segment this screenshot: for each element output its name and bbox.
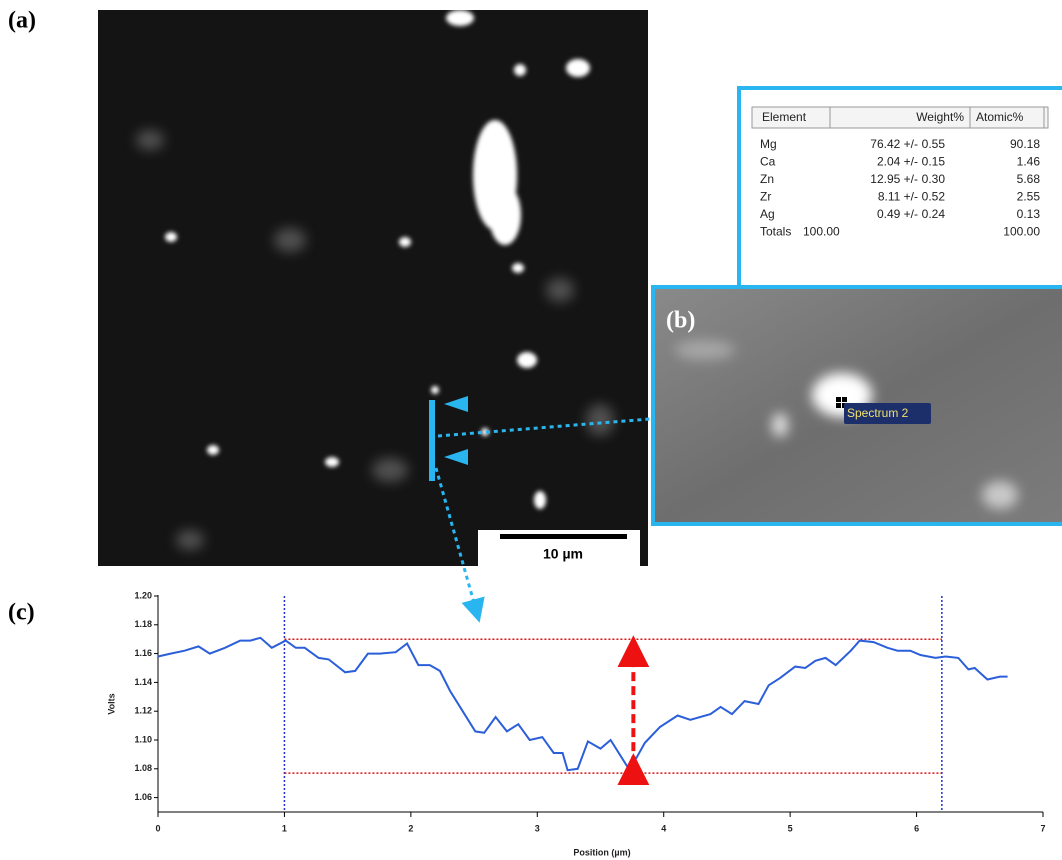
table-cell: Ca bbox=[760, 155, 776, 169]
table-cell: 0.30 bbox=[922, 172, 946, 186]
x-tick-label: 0 bbox=[155, 823, 160, 833]
table-cell: 0.55 bbox=[922, 137, 946, 151]
panel-label: (a) bbox=[8, 8, 36, 34]
table-cell: 76.42 +/- bbox=[870, 137, 918, 151]
y-tick-label: 1.14 bbox=[134, 677, 152, 687]
data-line bbox=[157, 636, 1008, 773]
table-cell: 0.13 bbox=[1017, 207, 1041, 221]
x-tick-label: 3 bbox=[535, 823, 540, 833]
y-tick-label: 1.08 bbox=[134, 763, 152, 773]
x-tick-label: 6 bbox=[914, 823, 919, 833]
table-cell: 0.49 +/- bbox=[877, 207, 918, 221]
x-tick-label: 5 bbox=[788, 823, 793, 833]
table-cell: 0.15 bbox=[922, 155, 946, 169]
table-cell: 0.52 bbox=[922, 190, 946, 204]
eds-table: Element Weight% Atomic% Mg 76.42 +/- 0.55 9… bbox=[737, 86, 1062, 290]
spectrum-label: Spectrum 2 bbox=[847, 406, 909, 420]
panel-label: (b) bbox=[666, 308, 695, 334]
table-header: Weight% bbox=[916, 110, 964, 124]
table-cell: 100.00 bbox=[1003, 225, 1040, 239]
triangle-marker bbox=[444, 449, 468, 465]
table-cell: 0.24 bbox=[922, 207, 946, 221]
x-tick-label: 7 bbox=[1040, 823, 1045, 833]
sem-zoom-image: Spectrum 2 bbox=[651, 285, 1062, 526]
y-tick-label: 1.12 bbox=[134, 706, 152, 716]
x-tick-label: 1 bbox=[282, 823, 287, 833]
line-scan-marker bbox=[429, 400, 435, 481]
pointer-arrow bbox=[434, 467, 485, 623]
y-tick-label: 1.20 bbox=[134, 590, 152, 600]
table-cell: 8.11 +/- bbox=[878, 190, 918, 204]
table-cell: 2.55 bbox=[1017, 190, 1041, 204]
table-cell: 12.95 +/- bbox=[870, 172, 918, 186]
y-tick-label: 1.16 bbox=[134, 648, 152, 658]
table-cell: 1.46 bbox=[1017, 155, 1041, 169]
table-cell: 90.18 bbox=[1010, 137, 1040, 151]
y-axis-label: Volts bbox=[106, 693, 116, 714]
triangle-marker bbox=[444, 396, 468, 412]
table-cell: Zr bbox=[760, 190, 771, 204]
y-tick-label: 1.06 bbox=[134, 792, 152, 802]
sem-image: 10 µm bbox=[98, 10, 648, 566]
x-axis-label: Position (µm) bbox=[573, 847, 630, 857]
y-tick-label: 1.10 bbox=[134, 734, 152, 744]
table-cell: Zn bbox=[760, 172, 774, 186]
table-cell: 5.68 bbox=[1017, 172, 1041, 186]
table-header: Atomic% bbox=[976, 110, 1024, 124]
y-tick-label: 1.18 bbox=[134, 619, 152, 629]
x-tick-label: 4 bbox=[661, 823, 666, 833]
x-tick-label: 2 bbox=[408, 823, 413, 833]
table-cell: 2.04 +/- bbox=[877, 155, 918, 169]
table-cell: Ag bbox=[760, 207, 775, 221]
table-header: Element bbox=[762, 110, 807, 124]
table-cell: Totals bbox=[760, 225, 791, 239]
panel-label: (c) bbox=[8, 600, 35, 626]
table-cell: Mg bbox=[760, 137, 777, 151]
table-cell: 100.00 bbox=[803, 225, 840, 239]
line-chart: Position (µm) Volts 1.06 1.08 1.10 1.12 1.14… bbox=[106, 590, 1045, 857]
scale-bar-label: 10 µm bbox=[543, 546, 583, 562]
